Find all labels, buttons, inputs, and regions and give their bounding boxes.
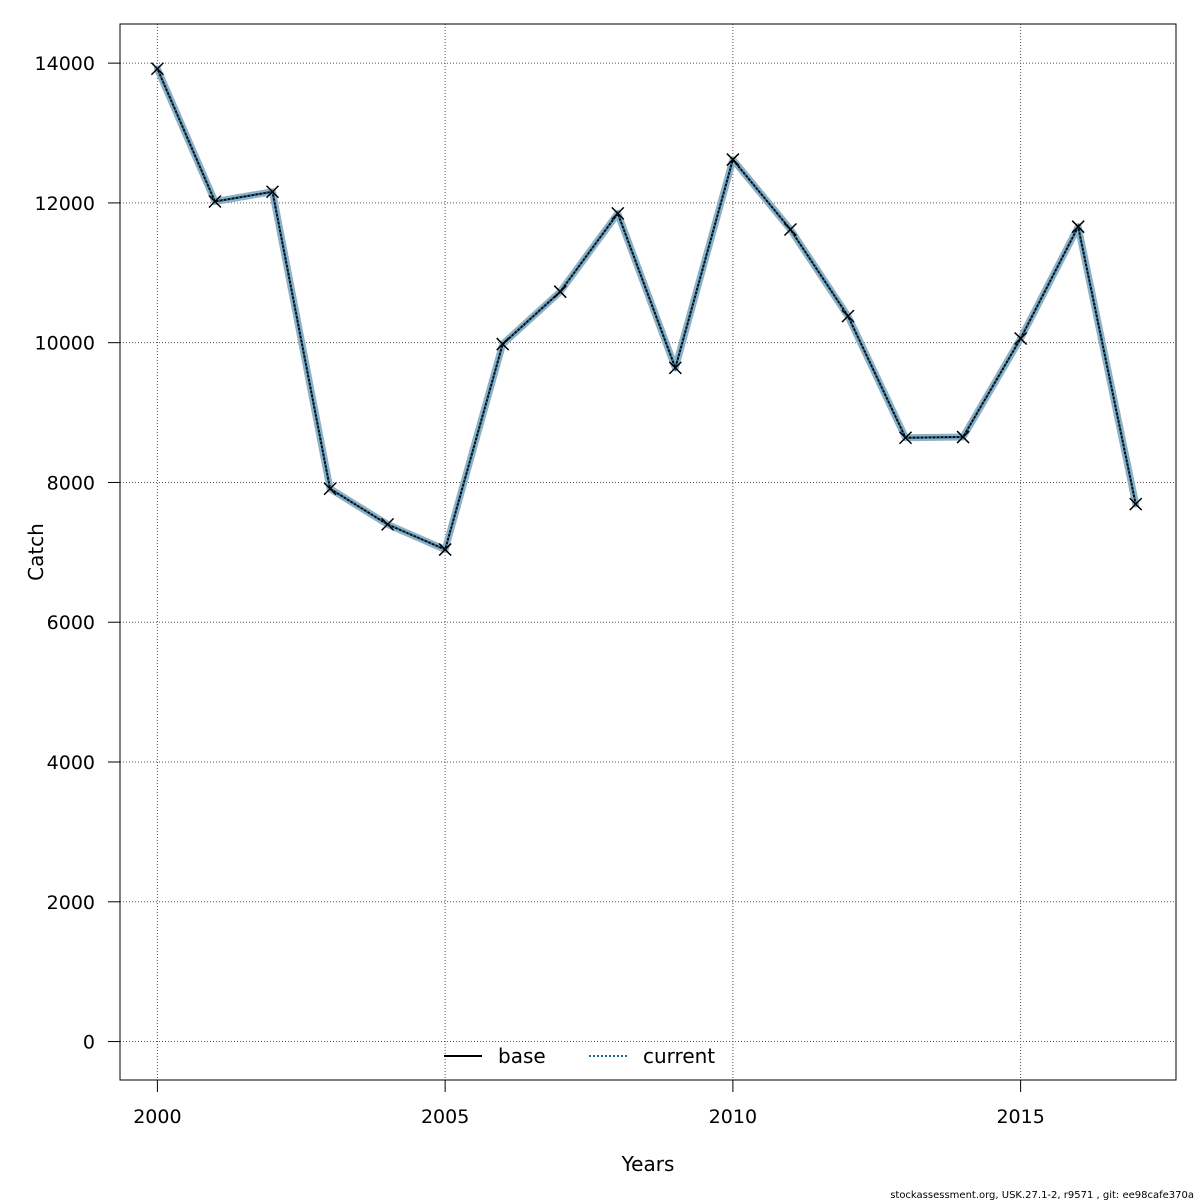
y-tick-label-6000: 6000 bbox=[47, 612, 95, 634]
x-tick-label-2005: 2005 bbox=[421, 1106, 469, 1128]
grid-lines bbox=[120, 24, 1176, 1080]
footer-text: stockassessment.org, USK.27.1-2, r9571 ,… bbox=[890, 1190, 1194, 1200]
data-point-2013 bbox=[898, 431, 913, 445]
y-tick-label-0: 0 bbox=[83, 1032, 95, 1054]
data-point-2000 bbox=[150, 62, 164, 76]
data-point-2016 bbox=[1071, 220, 1085, 234]
data-point-2017 bbox=[1129, 497, 1143, 511]
y-tick-label-12000: 12000 bbox=[35, 193, 95, 215]
y-tick-label-2000: 2000 bbox=[47, 892, 95, 914]
data-point-2014 bbox=[956, 430, 970, 444]
data-point-2002 bbox=[265, 185, 280, 199]
x-tick-label-2015: 2015 bbox=[996, 1106, 1044, 1128]
series-line-base bbox=[156, 68, 1137, 551]
y-tick-label-14000: 14000 bbox=[35, 53, 95, 75]
data-point-2006 bbox=[496, 337, 510, 351]
y-tick-label-8000: 8000 bbox=[47, 472, 95, 494]
x-axis: 2000 2005 2010 2015 bbox=[133, 1079, 1045, 1128]
data-point-2005 bbox=[438, 543, 452, 557]
data-point-2015 bbox=[1014, 331, 1028, 346]
y-axis: 0 2000 4000 6000 8000 10000 12000 14000 bbox=[35, 53, 121, 1054]
x-axis-title: Years bbox=[621, 1152, 675, 1176]
data-point-2001 bbox=[208, 194, 222, 209]
data-point-2007 bbox=[553, 285, 567, 299]
legend-current-label: current bbox=[643, 1044, 715, 1068]
legend: base current bbox=[444, 1044, 715, 1068]
x-tick-label-2010: 2010 bbox=[709, 1106, 757, 1128]
y-tick-label-4000: 4000 bbox=[47, 752, 95, 774]
data-point-2003 bbox=[323, 482, 337, 496]
data-point-2010 bbox=[726, 153, 740, 167]
legend-base-label: base bbox=[498, 1044, 546, 1068]
data-markers bbox=[150, 62, 1143, 557]
data-point-2004 bbox=[381, 517, 395, 531]
data-point-2008 bbox=[611, 206, 625, 220]
y-axis-title: Catch bbox=[24, 523, 48, 581]
data-point-2009 bbox=[668, 361, 682, 375]
data-point-2012 bbox=[841, 309, 855, 323]
x-tick-label-2000: 2000 bbox=[133, 1106, 181, 1128]
data-point-2011 bbox=[783, 222, 797, 236]
y-tick-label-10000: 10000 bbox=[35, 333, 95, 355]
series-lines bbox=[156, 68, 1137, 551]
